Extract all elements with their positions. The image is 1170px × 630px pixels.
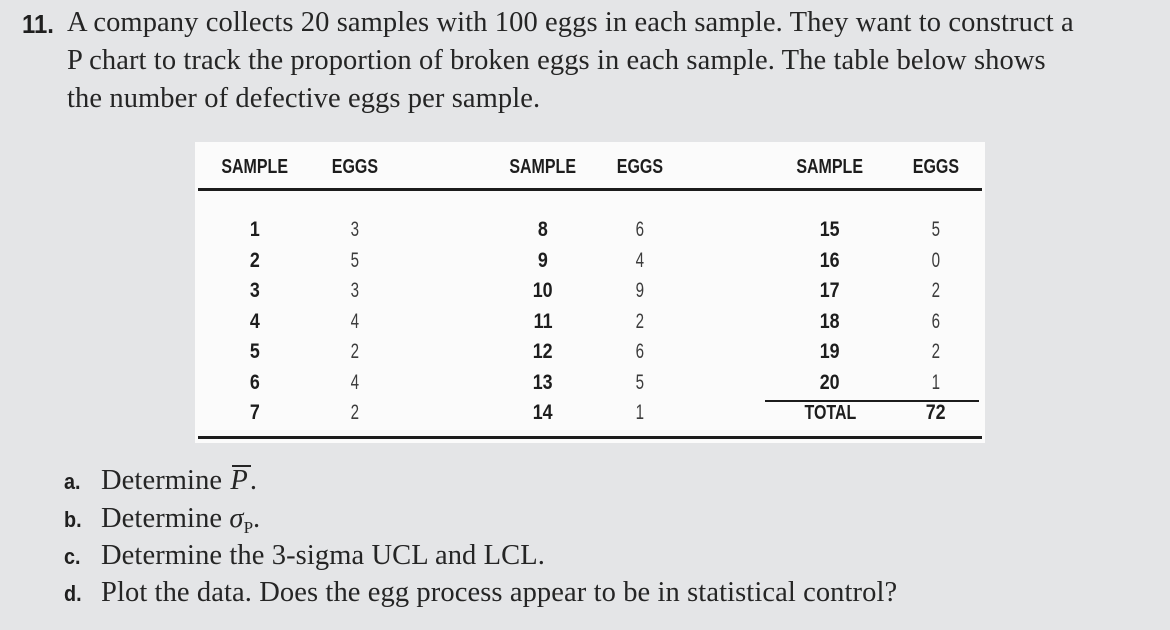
problem-statement: A company collects 20 samples with 100 e… [67,4,1157,118]
sample-cell: 10 [533,279,553,302]
column-header-eggs: EGGS [331,156,379,178]
eggs-cell: 3 [350,218,360,241]
question-a: a. Determine P. [64,462,257,500]
sample-cell: 2 [250,249,260,272]
sample-cell: 9 [538,249,548,272]
table-row: 6 4 13 5 20 1 [195,368,985,398]
sigma-subscript: P [243,518,254,537]
question-b: b. Determine σP. [64,500,260,538]
eggs-cell: 3 [350,279,360,302]
total-label-cell: TOTAL [804,402,856,424]
table-row: 1 3 8 6 15 5 [195,215,985,245]
sample-cell: 20 [820,371,840,394]
eggs-cell: 6 [931,310,940,333]
question-text: . [253,503,261,534]
column-header-sample: SAMPLE [509,156,577,178]
column-header-eggs: EGGS [616,156,664,178]
eggs-cell: 9 [635,279,645,302]
sample-cell: 7 [250,401,260,424]
eggs-cell: 4 [350,371,360,394]
question-letter: d. [64,581,82,606]
sample-cell: 13 [533,371,553,394]
question-letter: c. [64,544,81,569]
sample-cell: 14 [533,401,553,424]
sample-cell: 17 [820,279,840,302]
sample-cell: 16 [820,249,840,272]
column-header-sample: SAMPLE [221,156,289,178]
sample-cell: 5 [250,340,260,363]
table-header-row: SAMPLE EGGS SAMPLE EGGS SAMPLE EGGS [195,152,985,182]
defective-eggs-table: SAMPLE EGGS SAMPLE EGGS SAMPLE EGGS 1 3 … [195,142,985,443]
sigma-symbol: σ [229,503,244,534]
eggs-cell: 5 [931,218,940,241]
eggs-cell: 2 [931,340,940,363]
question-d: d. Plot the data. Does the egg process ap… [64,574,897,612]
header-rule [198,188,982,191]
eggs-cell: 2 [635,310,645,333]
table-bottom-rule [198,436,982,439]
problem-statement-line: the number of defective eggs per sample. [67,83,541,114]
sample-cell: 6 [250,371,260,394]
question-c: c. Determine the 3-sigma UCL and LCL. [64,537,545,575]
question-text: Determine [101,465,230,496]
eggs-cell: 1 [635,401,645,424]
sample-cell: 11 [533,310,553,333]
column-header-sample: SAMPLE [796,156,864,178]
total-value-cell: 72 [925,401,946,424]
sample-cell: 18 [820,310,840,333]
question-letter: a. [64,469,81,494]
table-row: 4 4 11 2 18 6 [195,307,985,337]
sample-cell: 1 [250,218,260,241]
eggs-cell: 5 [635,371,645,394]
eggs-cell: 4 [635,249,645,272]
eggs-cell: 1 [931,371,940,394]
question-text: Determine [101,503,230,534]
table-row: 5 2 12 6 19 2 [195,337,985,367]
question-text: Plot the data. Does the egg process appe… [101,577,898,608]
column-header-eggs: EGGS [912,156,959,178]
eggs-cell: 5 [350,249,360,272]
eggs-cell: 0 [931,249,940,272]
total-rule [765,399,979,402]
sample-cell: 15 [820,218,840,241]
eggs-cell: 4 [350,310,360,333]
sample-cell: 4 [250,310,260,333]
problem-number: 11. [22,9,54,39]
question-text: . [249,465,258,496]
eggs-cell: 2 [350,401,360,424]
eggs-cell: 6 [635,340,645,363]
p-bar-symbol: P [229,462,251,500]
question-text: Determine the 3-sigma UCL and LCL. [101,540,545,571]
sample-cell: 3 [250,279,260,302]
sample-cell: 19 [820,340,840,363]
eggs-cell: 2 [350,340,360,363]
eggs-cell: 2 [931,279,940,302]
table-row: 7 2 14 1 TOTAL 72 [195,398,985,428]
eggs-cell: 6 [635,218,645,241]
problem-statement-line: P chart to track the proportion of broke… [67,45,1046,76]
question-letter: b. [64,507,82,532]
problem-statement-line: A company collects 20 samples with 100 e… [67,7,1074,38]
table-row: 3 3 10 9 17 2 [195,276,985,306]
table-row: 2 5 9 4 16 0 [195,246,985,276]
sample-cell: 8 [538,218,548,241]
sample-cell: 12 [533,340,553,363]
